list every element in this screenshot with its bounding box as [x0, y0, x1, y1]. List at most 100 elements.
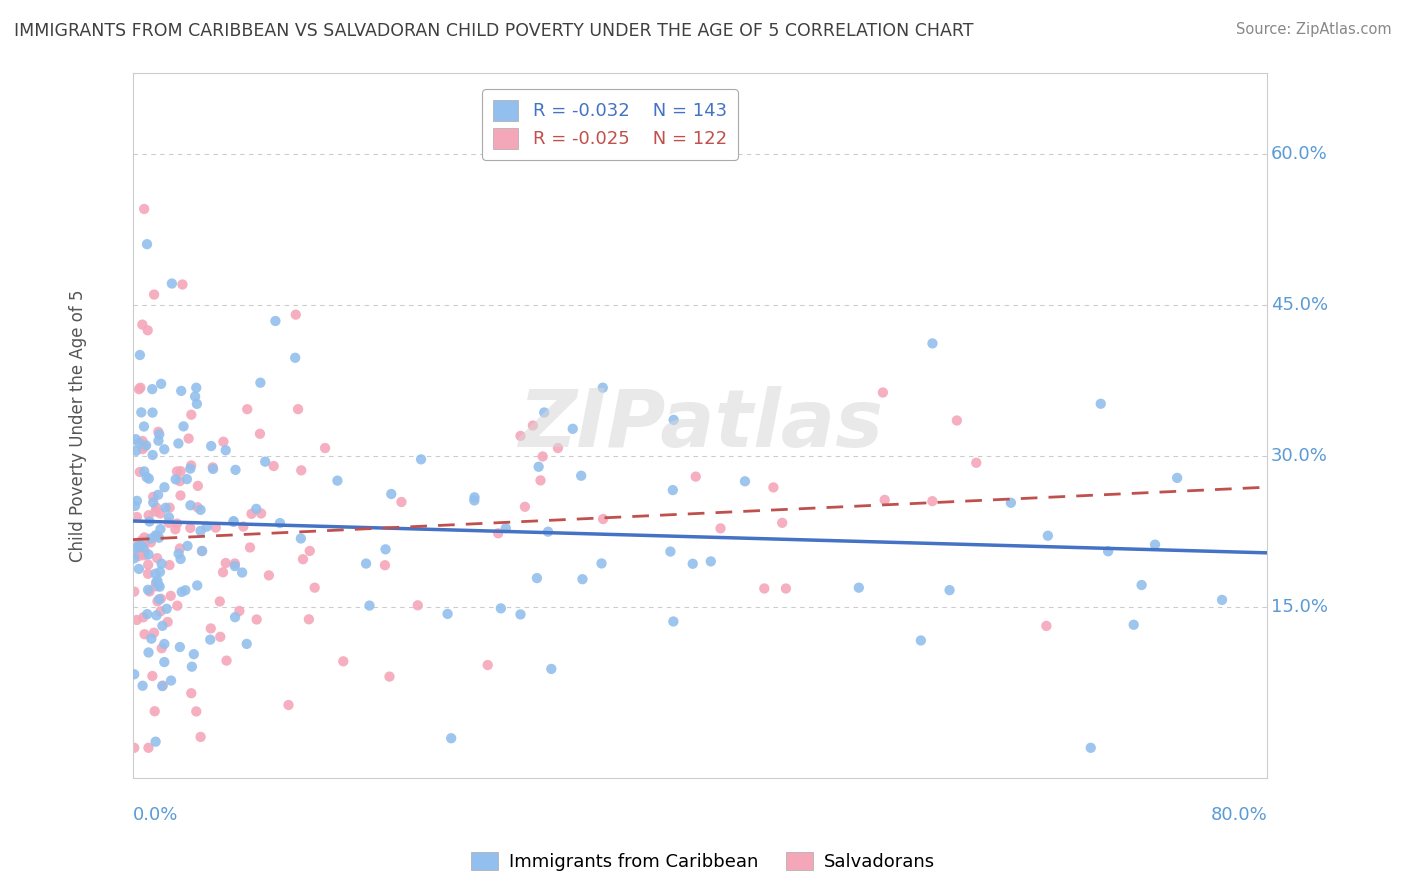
Point — [128, 436, 150, 450]
Point — [125, 613, 148, 627]
Point — [186, 705, 208, 719]
Point — [134, 530, 156, 544]
Point — [160, 277, 183, 291]
Point — [522, 418, 544, 433]
Point — [873, 492, 896, 507]
Point — [910, 633, 932, 648]
Point — [125, 510, 148, 524]
Point — [173, 419, 195, 434]
Point — [146, 488, 169, 502]
Point — [159, 500, 181, 515]
Point — [174, 583, 197, 598]
Point — [486, 526, 509, 541]
Point — [134, 464, 156, 478]
Point — [153, 442, 176, 457]
Point — [136, 566, 159, 581]
Point — [157, 510, 180, 524]
Point — [170, 464, 193, 478]
Point — [169, 488, 191, 502]
Point — [662, 483, 685, 497]
Point — [380, 487, 402, 501]
Point — [176, 539, 198, 553]
Point — [1122, 617, 1144, 632]
Point — [122, 740, 145, 755]
Point — [145, 579, 167, 593]
Point — [129, 381, 152, 395]
Point — [326, 474, 349, 488]
Point — [215, 443, 238, 458]
Point — [775, 582, 797, 596]
Point — [165, 522, 187, 536]
Point — [239, 541, 262, 555]
Point — [224, 557, 246, 571]
Point — [489, 601, 512, 615]
Point — [138, 584, 160, 599]
Point — [662, 615, 685, 629]
Point — [132, 610, 155, 624]
Point — [224, 463, 246, 477]
Point — [224, 610, 246, 624]
Point — [131, 679, 153, 693]
Point — [128, 549, 150, 563]
Point — [284, 351, 307, 365]
Point — [1130, 578, 1153, 592]
Point — [149, 507, 172, 521]
Point — [156, 601, 179, 615]
Point — [1144, 538, 1167, 552]
Point — [149, 604, 172, 618]
Point — [129, 405, 152, 419]
Point — [547, 441, 569, 455]
Point — [177, 432, 200, 446]
Point — [149, 580, 172, 594]
Point — [152, 679, 174, 693]
Point — [391, 495, 413, 509]
Point — [770, 516, 793, 530]
Point — [354, 557, 377, 571]
Point — [135, 470, 157, 484]
Point — [190, 503, 212, 517]
Point — [134, 543, 156, 558]
Point — [127, 535, 149, 549]
Point — [700, 554, 723, 568]
Point — [180, 408, 202, 422]
Point — [143, 287, 166, 301]
Point — [592, 512, 614, 526]
Point — [249, 376, 271, 390]
Point — [155, 500, 177, 515]
Point — [1211, 593, 1233, 607]
Point — [169, 552, 191, 566]
Point — [138, 508, 160, 523]
Point — [134, 202, 156, 216]
Legend: R = -0.032    N = 143, R = -0.025    N = 122: R = -0.032 N = 143, R = -0.025 N = 122 — [482, 89, 738, 160]
Point — [332, 654, 354, 668]
Point — [138, 515, 160, 529]
Text: 0.0%: 0.0% — [132, 806, 179, 824]
Point — [149, 522, 172, 536]
Point — [561, 422, 583, 436]
Point — [246, 612, 269, 626]
Point — [848, 581, 870, 595]
Point — [122, 584, 145, 599]
Point — [284, 308, 307, 322]
Point — [236, 402, 259, 417]
Point — [128, 465, 150, 479]
Point — [224, 559, 246, 574]
Point — [1035, 619, 1057, 633]
Point — [131, 318, 153, 332]
Point — [184, 390, 207, 404]
Point — [734, 475, 756, 489]
Point — [222, 514, 245, 528]
Point — [298, 544, 321, 558]
Point — [125, 432, 148, 446]
Point — [138, 645, 160, 659]
Point — [191, 544, 214, 558]
Point — [374, 558, 396, 573]
Point — [682, 557, 704, 571]
Point — [180, 458, 202, 473]
Point — [212, 566, 235, 580]
Point — [142, 490, 165, 504]
Point — [125, 493, 148, 508]
Point — [156, 615, 179, 629]
Point — [169, 474, 191, 488]
Point — [132, 541, 155, 555]
